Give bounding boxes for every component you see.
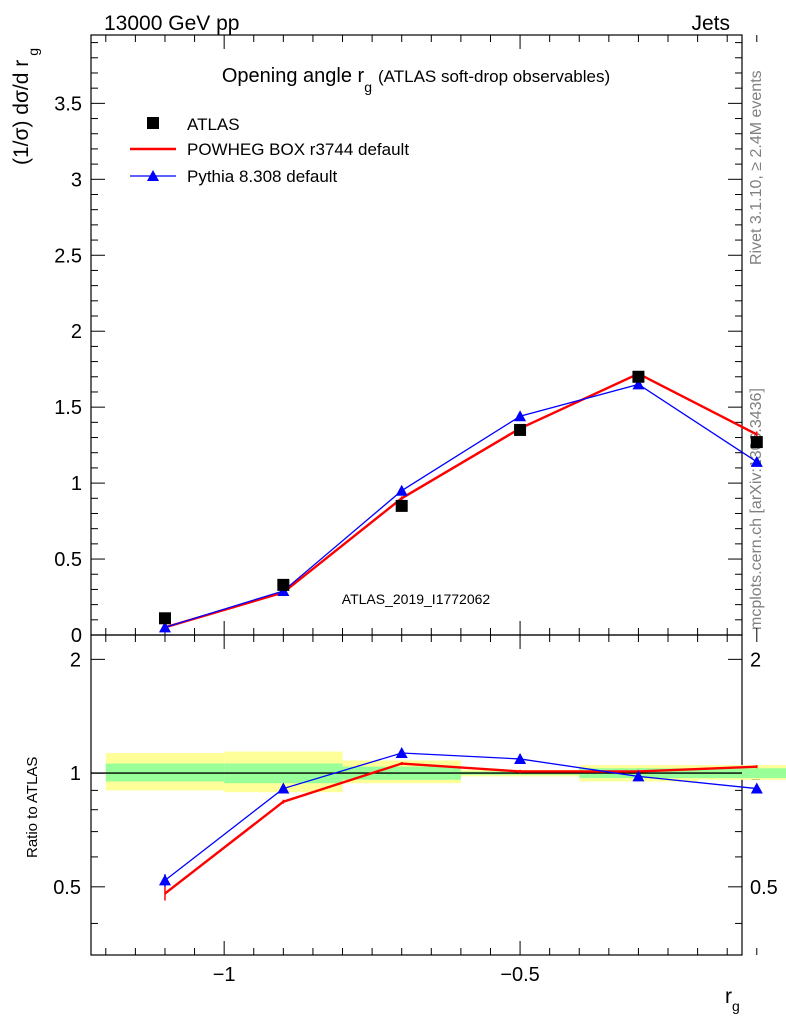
upper-atlas-point <box>750 436 763 449</box>
upper-y-tick-label: 2 <box>71 321 82 343</box>
ratio-y-tick-label-left: 2 <box>70 649 81 671</box>
ratio-y-tick-label-right: 2 <box>750 649 761 671</box>
ratio-panel: −1−0.50.50.51122 <box>53 634 786 986</box>
upper-atlas-point <box>395 499 408 512</box>
x-tick-label: −0.5 <box>500 964 539 986</box>
upper-y-tick-label: 3.5 <box>54 93 82 115</box>
ratio-ylabel: Ratio to ATLAS <box>24 757 41 858</box>
title-sub: g <box>364 79 372 95</box>
legend-powheg-label: POWHEG BOX r3744 default <box>187 140 409 159</box>
legend-atlas-marker <box>147 117 159 129</box>
title-main: Opening angle r <box>222 65 365 87</box>
upper-y-tick-label: 2.5 <box>54 245 82 267</box>
upper-atlas-point <box>277 578 290 591</box>
ratio-pythia-point <box>750 782 763 794</box>
upper-pythia-point <box>158 621 171 633</box>
ratio-y-tick-label-right: 0.5 <box>750 877 778 899</box>
upper-powheg-line <box>164 372 758 629</box>
ratio-pythia-point <box>514 752 527 764</box>
mcplots-side-label: mcplots.cern.ch [arXiv:1306.3436] <box>748 388 765 630</box>
header-left-label: 13000 GeV pp <box>104 12 239 35</box>
ratio-pythia-point <box>158 874 171 886</box>
upper-pythia-point <box>514 410 527 422</box>
legend-atlas-label: ATLAS <box>187 115 240 134</box>
upper-y-tick-label: 1.5 <box>54 397 82 419</box>
upper-pythia-point <box>632 378 645 390</box>
ratio-pythia-point <box>395 747 408 759</box>
ratio-y-tick-label-left: 1 <box>70 763 81 785</box>
legend-pythia-label: Pythia 8.308 default <box>187 167 338 186</box>
ratio-pythia-point <box>277 782 290 794</box>
x-tick-label: −1 <box>213 964 236 986</box>
legend-pythia-marker <box>147 170 159 181</box>
main-title: Opening angle rg (ATLAS soft-drop observa… <box>222 65 610 95</box>
ratio-powheg-line <box>164 762 757 895</box>
upper-pythia-line <box>164 383 758 629</box>
ratio-pythia-line <box>164 752 757 881</box>
xlabel-sub: g <box>732 998 740 1014</box>
xlabel-main: r <box>725 985 732 1008</box>
rivet-side-label: Rivet 3.1.10, ≥ 2.4M events <box>748 70 765 265</box>
upper-atlas-point <box>514 423 527 436</box>
upper-y-tick-label: 0.5 <box>54 549 82 571</box>
header-right-label: Jets <box>691 12 730 35</box>
upper-y-tick-label: 1 <box>71 473 82 495</box>
upper-panel: 0.5 1 1.5 2 2.5 3 3.5 0 <box>54 34 763 647</box>
upper-pythia-point <box>395 484 408 496</box>
upper-y-tick-label: 0 <box>71 625 82 647</box>
upper-ylabel: (1/σ) dσ/d r g <box>10 48 41 165</box>
upper-y-tick-label: 3 <box>71 169 82 191</box>
ratio-frame <box>90 634 743 956</box>
upper-ylabel-main: (1/σ) dσ/d r <box>10 60 33 165</box>
upper-atlas-point <box>632 370 645 383</box>
analysis-label: ATLAS_2019_I1772062 <box>342 591 491 607</box>
ratio-pythia-point <box>632 770 645 782</box>
upper-pythia-point <box>750 455 763 467</box>
upper-atlas-point <box>158 612 171 625</box>
upper-ylabel-sub: g <box>25 48 41 56</box>
legend: ATLAS POWHEG BOX r3744 default Pythia 8.… <box>130 115 409 186</box>
ratio-y-tick-label-left: 0.5 <box>53 877 81 899</box>
title-paren: (ATLAS soft-drop observables) <box>378 67 610 86</box>
xlabel: rg <box>725 985 740 1014</box>
